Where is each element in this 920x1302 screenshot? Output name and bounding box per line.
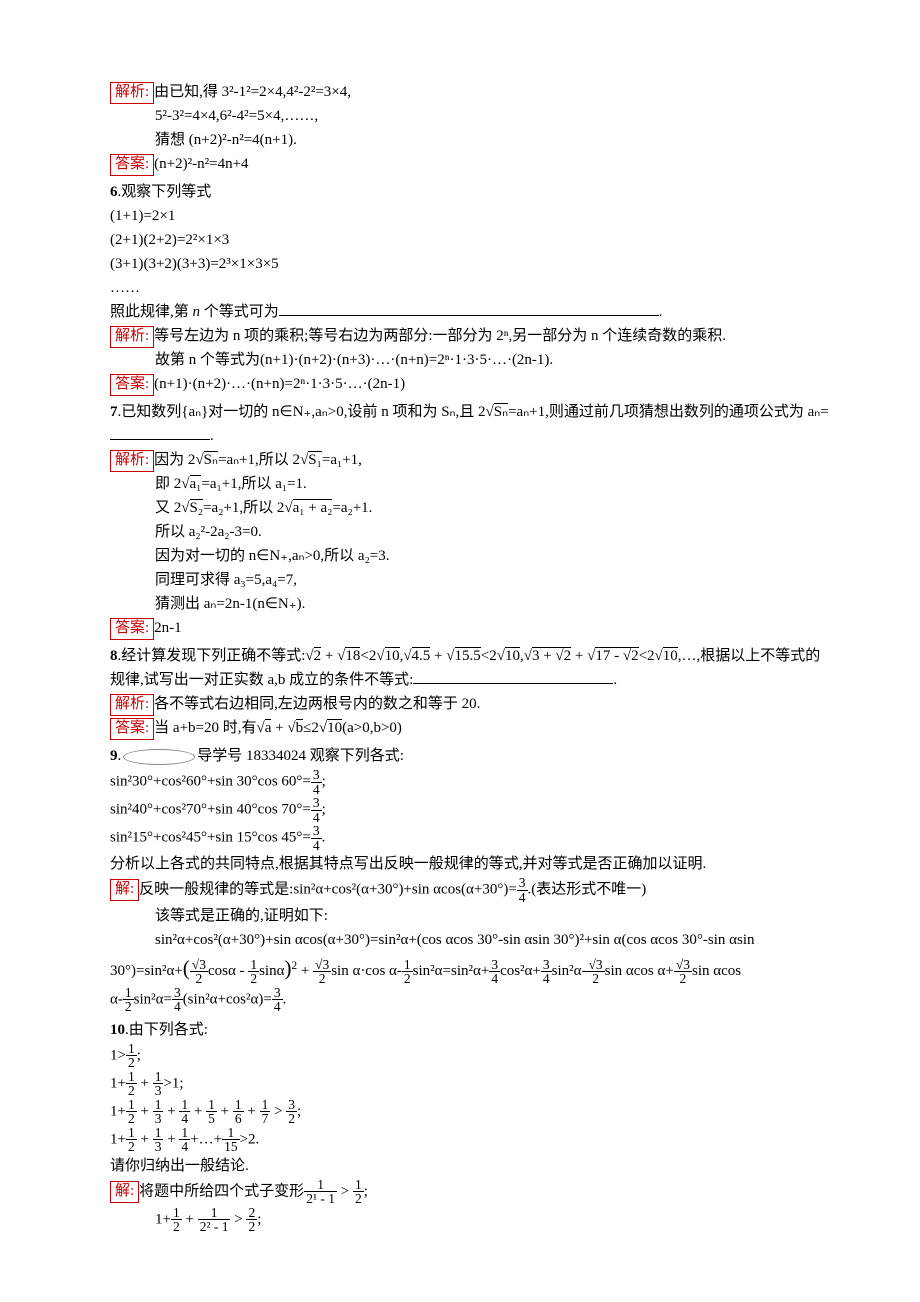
p8: 8.经计算发现下列正确不等式:√2 + √18<2√10,√4.5 + √15.… [110, 644, 830, 692]
p7-answer: 答案:2n-1 [110, 616, 830, 640]
p9-sol-l3: sin²α+cos²(α+30°)+sin αcos(α+30°)=sin²α+… [110, 928, 830, 952]
sqrt-sn: √Sₙ [486, 403, 509, 420]
p6-l4: (3+1)(3+2)(3+3)=2³×1×3×5 [110, 252, 830, 276]
stem: 观察下列等式 [121, 184, 211, 200]
p8-analysis: 解析:各不等式右边相同,左边两根号内的数之和等于 20. [110, 692, 830, 716]
p7: 7.已知数列{aₙ}对一切的 n∈N₊,aₙ>0,设前 n 项和为 Sₙ,且 2… [110, 400, 830, 448]
analysis-label: 解析: [110, 82, 154, 104]
p9-sol-l4: 30°)=sin²α+(√32cosα - 12sinα)2 + √32sin … [110, 952, 830, 986]
p5-analysis-l2: 5²-3²=4×4,6²-4²=5×4,……, [110, 104, 830, 128]
p7-a-l7: 猜测出 aₙ=2n-1(n∈N₊). [110, 592, 830, 616]
p7-a-l4: 所以 a₂²-2a₂-3=0. [110, 520, 830, 544]
p5-answer: 答案:(n+2)²-n²=4n+4 [110, 152, 830, 176]
p10-l2: 1+12 + 13>1; [110, 1070, 830, 1098]
text: (n+2)²-n²=4n+4 [154, 156, 248, 172]
p9-l2: sin²40°+cos²70°+sin 40°cos 70°=34; [110, 796, 830, 824]
analysis-label: 解析: [110, 450, 154, 472]
solution-label: 解: [110, 879, 139, 901]
analysis-label: 解析: [110, 694, 154, 716]
p7-analysis: 解析:因为 2√Sₙ=aₙ+1,所以 2√S₁=a₁+1, [110, 448, 830, 472]
p6: 6.观察下列等式 [110, 180, 830, 204]
p9-sol-l5: α-12sin²α=34(sin²α+cos²α)=34. [110, 986, 830, 1014]
p7-a-l3: 又 2√S₂=a₂+1,所以 2√a₁ + a₂=a₂+1. [110, 496, 830, 520]
p10-sol-l2: 1+12 + 12² - 1 > 22; [110, 1206, 830, 1234]
p7-a-l5: 因为对一切的 n∈N₊,aₙ>0,所以 a₂=3. [110, 544, 830, 568]
solution-label: 解: [110, 1181, 139, 1203]
p6-l3: (2+1)(2+2)=2²×1×3 [110, 228, 830, 252]
blank [413, 668, 613, 684]
p9-l3: sin²15°+cos²45°+sin 15°cos 45°=34. [110, 824, 830, 852]
num: 6 [110, 184, 118, 200]
p6-analysis-l2: 故第 n 个等式为(n+1)·(n+2)·(n+3)·…·(n+n)=2ⁿ·1·… [110, 348, 830, 372]
num: 10 [110, 1022, 125, 1038]
p10-l4: 1+12 + 13 + 14+…+115>2. [110, 1126, 830, 1154]
p9-l1: sin²30°+cos²60°+sin 30°cos 60°=34; [110, 768, 830, 796]
p9: 9.导学号 18334024 观察下列各式: [110, 744, 830, 768]
analysis-label: 解析: [110, 326, 154, 348]
num: 9 [110, 748, 118, 764]
p9-sol: 解:反映一般规律的等式是:sin²α+cos²(α+30°)+sin αcos(… [110, 876, 830, 904]
p10-l1: 1>12; [110, 1042, 830, 1070]
p10-l3: 1+12 + 13 + 14 + 15 + 16 + 17 > 32; [110, 1098, 830, 1126]
p7-a-l2: 即 2√a₁=a₁+1,所以 a₁=1. [110, 472, 830, 496]
num: 8 [110, 648, 118, 664]
p5-analysis-l3: 猜想 (n+2)²-n²=4(n+1). [110, 128, 830, 152]
num: 7 [110, 404, 118, 420]
p9-sol-l2: 该等式是正确的,证明如下: [110, 904, 830, 928]
p6-l5: …… [110, 276, 830, 300]
p10-sol: 解:将题中所给四个式子变形12¹ - 1 > 12; [110, 1178, 830, 1206]
p6-l2: (1+1)=2×1 [110, 204, 830, 228]
p10: 10.由下列各式: [110, 1018, 830, 1042]
answer-label: 答案: [110, 154, 154, 176]
answer-label: 答案: [110, 718, 154, 740]
blank [279, 300, 659, 316]
blank [110, 424, 210, 440]
p6-analysis: 解析:等号左边为 n 项的乘积;等号右边为两部分:一部分为 2ⁿ,另一部分为 n… [110, 324, 830, 348]
p5-analysis: 解析:由已知,得 3²-1²=2×4,4²-2²=3×4, [110, 80, 830, 104]
p8-answer: 答案:当 a+b=20 时,有√a + √b≤2√10(a>0,b>0) [110, 716, 830, 740]
p6-answer: 答案:(n+1)·(n+2)·…·(n+n)=2ⁿ·1·3·5·…·(2n-1) [110, 372, 830, 396]
text: 由已知,得 3²-1²=2×4,4²-2²=3×4, [154, 84, 351, 100]
p7-a-l6: 同理可求得 a₃=5,a₄=7, [110, 568, 830, 592]
answer-label: 答案: [110, 374, 154, 396]
oval-blank [123, 749, 195, 765]
p6-l6: 照此规律,第 n 个等式可为. [110, 300, 830, 324]
p9-tail: 分析以上各式的共同特点,根据其特点写出反映一般规律的等式,并对等式是否正确加以证… [110, 852, 830, 876]
p10-conclude: 请你归纳出一般结论. [110, 1154, 830, 1178]
answer-label: 答案: [110, 618, 154, 640]
